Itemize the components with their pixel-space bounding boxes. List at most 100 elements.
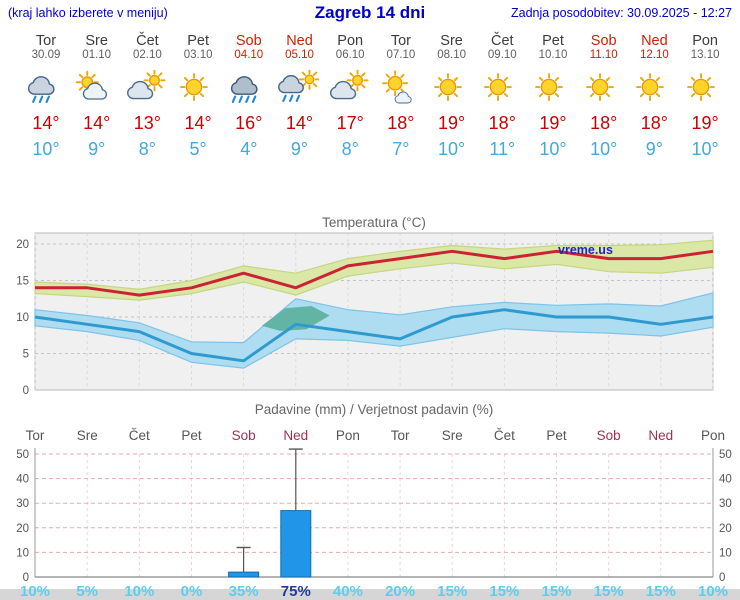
low-temp: 8°: [138, 139, 156, 159]
temp-ytick-label: 20: [16, 239, 29, 251]
precip-day-label: Pon: [701, 428, 725, 443]
precip-ytick-left: 40: [16, 474, 29, 486]
forecast-day-09.10: Čet 09.10 18° 11°: [475, 33, 529, 159]
precip-day-label: Čet: [494, 428, 515, 443]
precip-probability: 35%: [229, 583, 259, 600]
forecast-day-08.10: Sre 08.10 19° 10°: [425, 33, 479, 159]
weather-icon-sunny: [425, 70, 479, 106]
weather-icon-sun-showers: [273, 70, 327, 106]
low-temp: 8°: [341, 139, 359, 159]
high-temp: 17°: [336, 113, 364, 133]
day-date: 13.10: [690, 49, 720, 61]
precip-day-label: Čet: [129, 428, 150, 443]
forecast-day-30.09: Tor 30.09 14° 10°: [19, 33, 73, 159]
weather-icon-svg: [180, 73, 208, 101]
day-name: Sre: [440, 33, 463, 49]
precip-probability: 15%: [646, 583, 676, 600]
weather-icon-svg: [484, 73, 513, 101]
weather-icon-svg: [687, 73, 715, 101]
high-temp: 18°: [387, 113, 415, 133]
forecast-day-11.10: Sob 11.10 18° 10°: [577, 33, 631, 159]
weather-icon-sunny: [627, 70, 681, 106]
precip-probability: 10%: [698, 583, 728, 600]
page-header: (kraj lahko izberete v meniju) Zagreb 14…: [0, 0, 740, 30]
watermark: vreme.us: [558, 243, 613, 257]
bottom-bar: [0, 589, 740, 600]
day-date: 09.10: [487, 49, 517, 61]
high-temp: 19°: [437, 113, 466, 133]
precip-chart-svg: Padavine (mm) / Verjetnost padavin (%) To…: [16, 402, 732, 600]
precip-ytick-right: 30: [719, 498, 732, 510]
day-date: 03.10: [183, 49, 213, 61]
forecast-day-06.10: Pon 06.10 17° 8°: [323, 33, 377, 159]
high-temp: 14°: [83, 113, 111, 133]
forecast-day-04.10: Sob 04.10 16° 4°: [222, 33, 276, 159]
day-date: 30.09: [31, 49, 61, 61]
precip-bar: [228, 571, 260, 578]
low-temp: 9°: [645, 139, 663, 159]
min-temp-line: [34, 308, 714, 363]
day-name: Sob: [590, 33, 617, 49]
precipitation-chart: Padavine (mm) / Verjetnost padavin (%) To…: [0, 400, 740, 600]
precip-probability: 10%: [20, 583, 50, 600]
low-temp: 5°: [189, 139, 207, 159]
max-temp-line: [35, 249, 714, 297]
day-date: 01.10: [82, 49, 112, 61]
day-date: 06.10: [335, 49, 365, 61]
precip-ytick-left: 30: [16, 498, 29, 510]
temp-ytick-label: 5: [23, 349, 29, 361]
high-temp: 19°: [539, 113, 567, 133]
precip-probability: 15%: [437, 583, 467, 600]
temperature-chart-svg: 0 5 10 15 20 Temperatura (°C) vreme.us: [16, 215, 714, 397]
low-temp: 11°: [489, 139, 516, 159]
precip-probability: 75%: [281, 583, 311, 600]
last-updated: Zadnja posodobitev: 30.09.2025 - 12:27: [510, 6, 732, 20]
precip-probability: 10%: [124, 583, 154, 600]
low-temp: 10°: [32, 139, 60, 159]
day-name: Sob: [235, 33, 262, 49]
forecast-day-10.10: Pet 10.10 19° 10°: [526, 33, 580, 159]
day-name: Pet: [187, 33, 209, 49]
forecast-day-01.10: Sre 01.10 14° 9°: [70, 33, 124, 159]
precip-probability: 0%: [181, 583, 203, 600]
weather-icon-mostly-sunny: [374, 70, 428, 106]
weather-icon-svg: [127, 70, 166, 100]
page-title: Zagreb 14 dni: [314, 3, 426, 22]
precip-ytick-right: 40: [719, 474, 732, 486]
high-temp: 18°: [590, 113, 618, 133]
day-name: Čet: [491, 33, 514, 49]
precip-day-label: Sob: [232, 428, 256, 443]
precip-probability: 15%: [541, 583, 571, 600]
temperature-chart: 0 5 10 15 20 Temperatura (°C) vreme.us: [0, 215, 740, 399]
weather-icon-svg: [230, 76, 258, 103]
forecast-strip: Tor 30.09 14° 10° Sre 01.10 14° 9° Čet 02.10 13° 8°…: [0, 33, 740, 173]
day-name: Pon: [692, 33, 718, 49]
precip-day-label: Sob: [597, 428, 621, 443]
day-name: Čet: [136, 33, 159, 49]
temp-chart-title: Temperatura (°C): [322, 215, 426, 230]
precip-day-label: Tor: [26, 428, 45, 443]
high-temp: 14°: [184, 113, 212, 133]
range-overlap-patch: [261, 306, 330, 331]
temp-ytick-label: 10: [16, 312, 29, 324]
weather-icon-sunny: [171, 70, 225, 106]
precip-day-label: Ned: [648, 428, 673, 443]
low-temp: 4°: [240, 139, 258, 159]
high-temp: 18°: [640, 113, 668, 133]
day-name: Pet: [542, 33, 564, 49]
weather-icon-mostly-cloudy: [120, 70, 174, 106]
weather-icon-rain: [222, 70, 276, 106]
precip-probability: 20%: [385, 583, 415, 600]
precip-ytick-left: 10: [16, 547, 29, 559]
forecast-day-03.10: Pet 03.10 14° 5°: [171, 33, 225, 159]
low-temp: 10°: [691, 139, 719, 159]
precip-day-label: Pon: [336, 428, 360, 443]
day-date: 07.10: [386, 49, 416, 61]
day-date: 05.10: [285, 49, 314, 61]
day-name: Tor: [35, 33, 57, 49]
temp-ytick-label: 15: [16, 276, 29, 288]
precip-probability: 15%: [489, 583, 519, 600]
forecast-day-02.10: Čet 02.10 13° 8°: [120, 33, 174, 159]
location-menu-hint: (kraj lahko izberete v meniju): [8, 6, 168, 20]
